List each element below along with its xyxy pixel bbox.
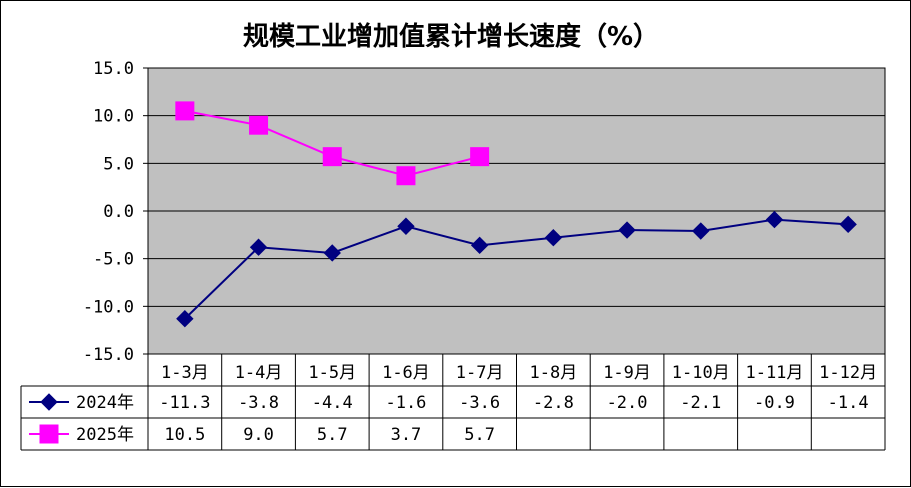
data-label: -11.3 (159, 393, 210, 413)
plot-area: 15.0 10.0 5.0 0.0 -5.0 -10.0 -15.0 (83, 59, 886, 365)
data-label: -1.4 (828, 393, 869, 413)
data-point (39, 424, 59, 444)
data-point (765, 210, 784, 229)
data-label: 5.7 (464, 425, 495, 445)
chart-title: 规模工业增加值累计增长速度（%） (243, 21, 659, 52)
data-label: -4.4 (312, 393, 353, 413)
data-label: -3.8 (238, 393, 279, 413)
data-label: 9.0 (243, 425, 274, 445)
data-label: -2.0 (607, 393, 648, 413)
data-label: -3.6 (459, 393, 500, 413)
data-point (175, 101, 195, 121)
x-tick-label: 1-12月 (819, 363, 877, 383)
data-point (470, 147, 490, 167)
data-label: 5.7 (317, 425, 348, 445)
x-tick-label: 1-5月 (308, 363, 356, 383)
data-label: -0.9 (754, 393, 795, 413)
data-point (323, 244, 341, 262)
x-tick-label: 1-8月 (529, 363, 577, 383)
y-tick-label: -10.0 (83, 297, 134, 317)
x-tick-label: 1-6月 (382, 363, 430, 383)
data-point (692, 222, 710, 240)
data-point (249, 238, 268, 256)
y-tick-label: 10.0 (93, 107, 134, 127)
x-tick-label: 1-11月 (745, 363, 803, 383)
legend-label: 2024年 (76, 393, 134, 413)
data-point (322, 147, 342, 167)
data-point (618, 221, 636, 239)
y-tick-label: 15.0 (93, 59, 134, 79)
data-point (396, 166, 416, 186)
data-table: 1-3月 1-4月 1-5月 1-6月 1-7月 1-8月 1-9月 1-10月 1-11月 1-… (20, 353, 886, 451)
x-tick-label: 1-9月 (603, 363, 651, 383)
legend-label: 2025年 (76, 425, 134, 445)
data-label: -2.1 (680, 393, 721, 413)
x-tick-label: 1-3月 (161, 363, 209, 383)
data-label: -2.8 (533, 393, 574, 413)
y-tick-label: -15.0 (83, 345, 134, 365)
x-tick-label: 1-7月 (456, 363, 504, 383)
data-label: 3.7 (391, 425, 422, 445)
data-point (397, 217, 415, 235)
x-tick-label: 1-4月 (235, 363, 283, 383)
x-tick-label: 1-10月 (672, 363, 730, 383)
data-point (470, 236, 489, 255)
series-line (184, 218, 849, 320)
data-label: -1.6 (385, 393, 426, 413)
y-tick-label: 5.0 (103, 154, 134, 174)
y-tick-label: -5.0 (93, 250, 134, 270)
y-tick-label: 0.0 (103, 202, 134, 222)
data-point (839, 215, 857, 234)
data-point (544, 228, 563, 247)
data-point (40, 393, 58, 411)
data-point (249, 115, 269, 135)
data-label: 10.5 (164, 425, 205, 445)
data-point (176, 310, 194, 328)
